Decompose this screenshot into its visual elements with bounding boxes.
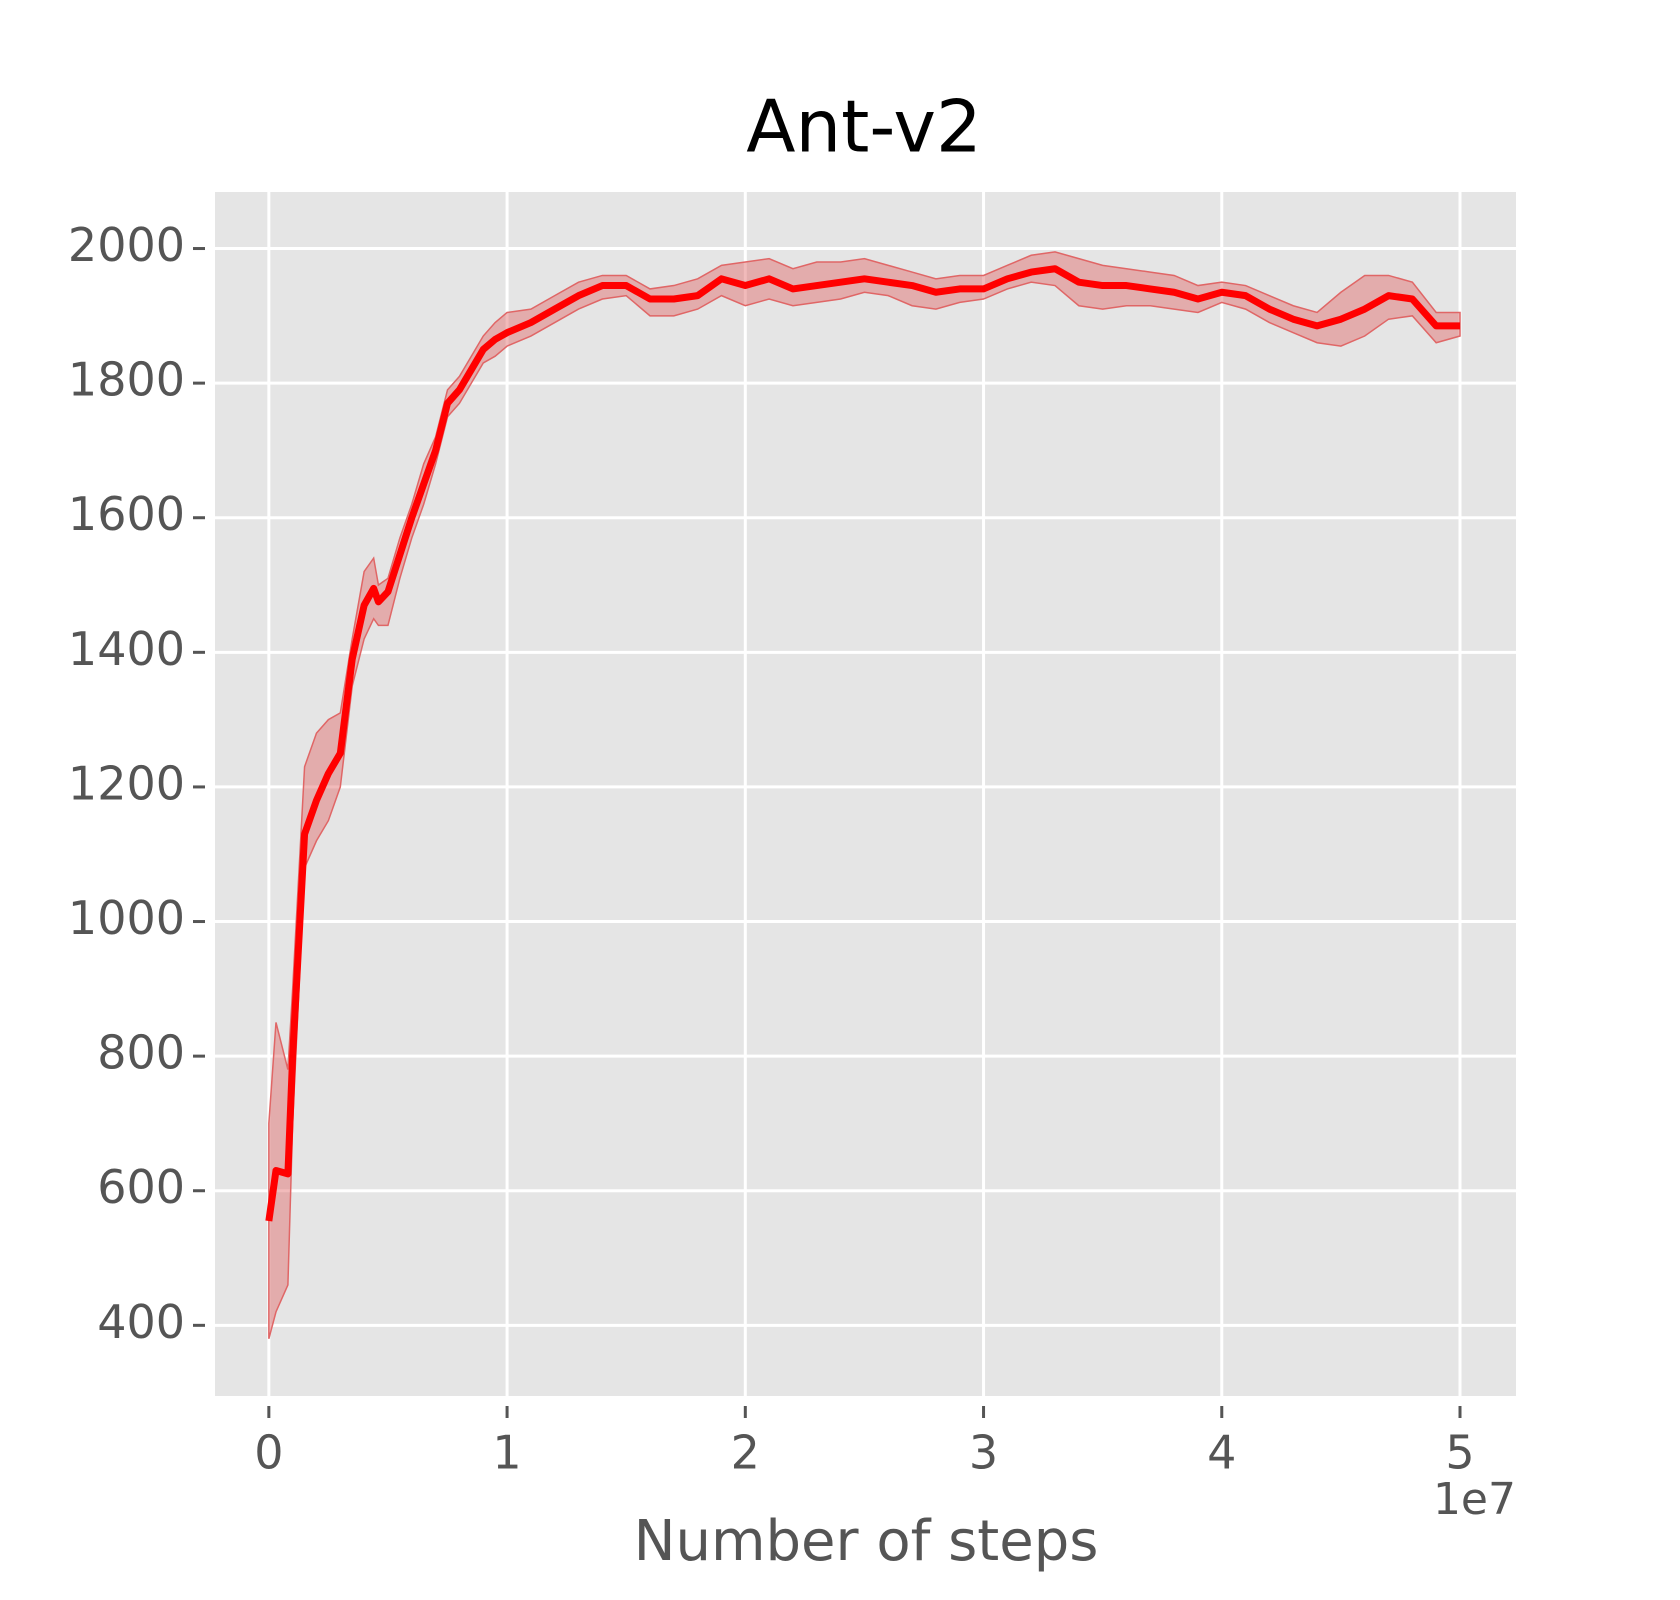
- mean-line: [265, 265, 1461, 1222]
- y-tick-label: 1400: [68, 622, 185, 676]
- x-offset-label: 1e7: [1433, 1474, 1516, 1525]
- y-tick-label: 600: [97, 1160, 185, 1214]
- y-tick-label: 1800: [68, 353, 185, 407]
- x-tick-label: 1: [492, 1426, 521, 1480]
- y-tick-label: 1600: [68, 487, 185, 541]
- y-tick-label: 400: [97, 1295, 185, 1349]
- x-tick-label: 3: [969, 1426, 998, 1480]
- x-tick-label: 4: [1207, 1426, 1236, 1480]
- confidence-band: [268, 251, 1461, 1339]
- plot-background: [215, 192, 1516, 1396]
- chart-title: Ant-v2: [746, 85, 982, 169]
- y-tick-label: 800: [97, 1026, 185, 1080]
- x-tick-label: 0: [254, 1426, 283, 1480]
- y-tick-label: 1200: [68, 756, 185, 810]
- x-axis-label: Number of steps: [634, 1509, 1099, 1574]
- y-tick-label: 2000: [68, 218, 185, 272]
- x-tick-label: 5: [1445, 1426, 1474, 1480]
- x-tick-label: 2: [731, 1426, 760, 1480]
- y-tick-label: 1000: [68, 891, 185, 945]
